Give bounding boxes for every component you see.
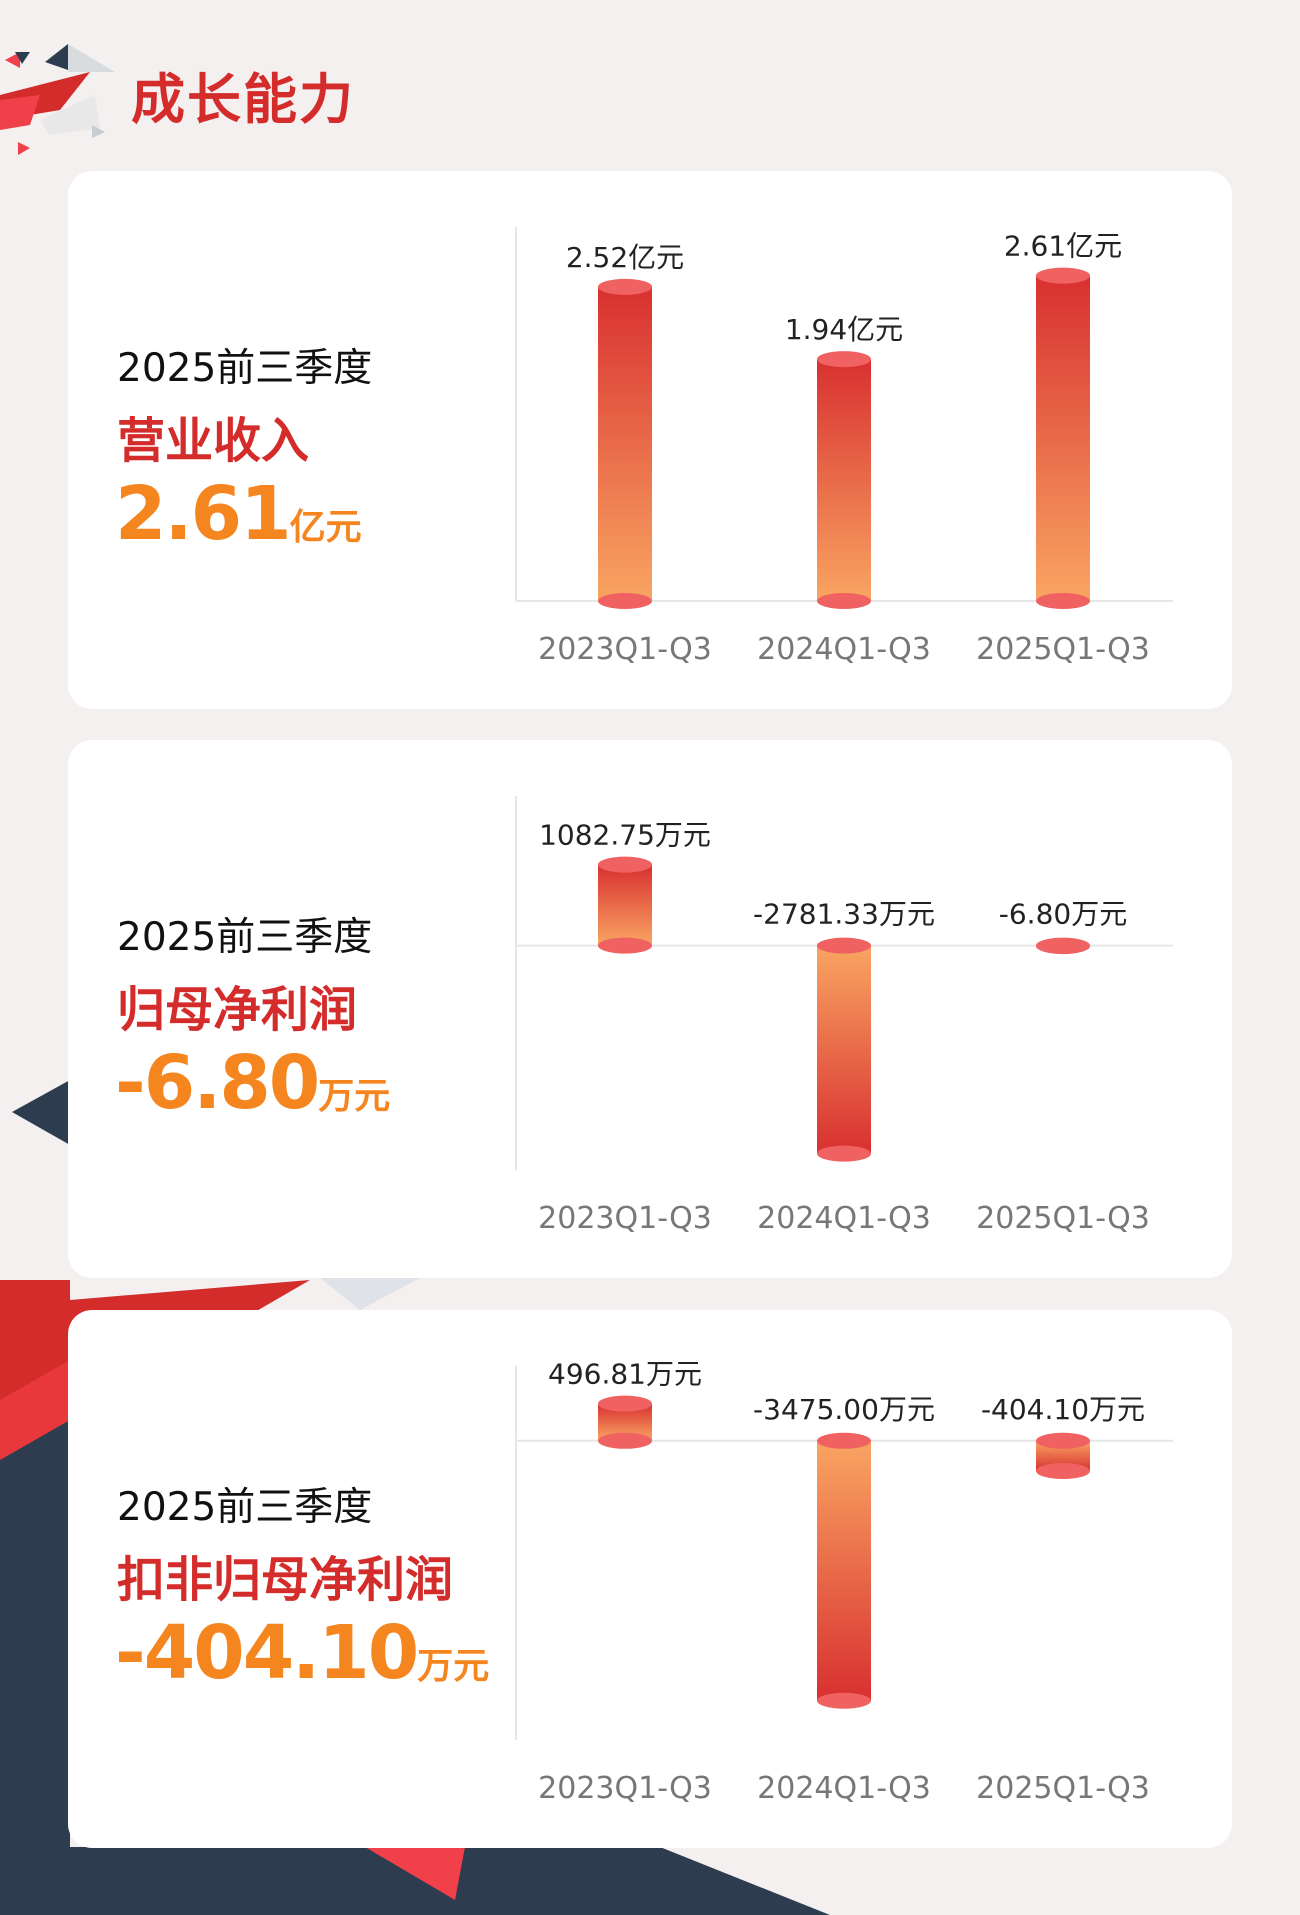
section-title: 成长能力	[131, 68, 355, 131]
revenue-chart: 2.52亿元 2023Q1-Q3 1.94亿元 2024Q1-Q3 2.61亿元 2025…	[515, 227, 1173, 667]
bar-end-cap	[817, 351, 871, 368]
net-profit-card: 2025前三季度 归母净利润 -6.80万元 1082.75万元 2023Q1-Q…	[68, 740, 1232, 1278]
bar-base-cap	[817, 937, 871, 954]
data-label: -404.10万元	[981, 1393, 1145, 1426]
bar-base-cap	[817, 593, 871, 609]
bar-base-cap	[598, 1432, 652, 1449]
metric-value: -6.80万元	[115, 1040, 391, 1126]
metric-name: 营业收入	[117, 413, 310, 469]
navy-block	[0, 1420, 830, 1915]
x-tick-label: 2025Q1-Q3	[976, 632, 1150, 667]
period-label: 2025前三季度	[117, 1485, 373, 1530]
bar-end-cap	[1036, 1463, 1090, 1480]
data-label: 496.81万元	[548, 1358, 702, 1391]
bar	[817, 359, 871, 601]
bar-end-cap	[817, 1692, 871, 1709]
revenue-card: 2025前三季度 营业收入 2.61亿元 2.52亿元 2023Q1-Q3 1.94…	[68, 171, 1232, 709]
metric-name: 归母净利润	[117, 982, 358, 1038]
x-tick-label: 2025Q1-Q3	[976, 1201, 1150, 1236]
metric-value: 2.61亿元	[115, 471, 362, 557]
bar	[1036, 275, 1090, 601]
header-logo-icon	[0, 44, 115, 155]
data-label: -2781.33万元	[753, 898, 935, 931]
navy-triangle-small	[12, 1080, 70, 1145]
deducted-net-profit-chart: 496.81万元 2023Q1-Q3 -3475.00万元 2024Q1-Q3 -404…	[515, 1358, 1173, 1806]
bar	[817, 945, 871, 1154]
x-tick-label: 2023Q1-Q3	[538, 632, 712, 667]
data-label: -6.80万元	[999, 898, 1127, 931]
data-label: 2.61亿元	[1004, 230, 1122, 263]
bar-base-cap	[1036, 593, 1090, 609]
data-label: 2.52亿元	[566, 241, 684, 274]
bar	[817, 1440, 871, 1701]
bar-end-cap	[598, 1395, 652, 1412]
bar-end-cap	[1036, 938, 1090, 955]
metric-name: 扣非归母净利润	[117, 1552, 454, 1608]
net-profit-chart: 1082.75万元 2023Q1-Q3 -2781.33万元 2024Q1-Q3 -6.…	[515, 796, 1173, 1236]
x-tick-label: 2024Q1-Q3	[757, 632, 931, 667]
deducted-net-profit-card: 2025前三季度 扣非归母净利润 -404.10万元 496.81万元 2023Q…	[68, 1310, 1232, 1848]
x-tick-label: 2023Q1-Q3	[538, 1201, 712, 1236]
period-label: 2025前三季度	[117, 346, 373, 391]
bar	[598, 864, 652, 946]
bar-end-cap	[1036, 267, 1090, 284]
bar-base-cap	[598, 937, 652, 954]
metric-value: -404.10万元	[115, 1610, 490, 1696]
bar-end-cap	[598, 278, 652, 295]
red-triangle-bottom	[365, 1847, 465, 1900]
data-label: 1.94亿元	[785, 313, 903, 346]
x-tick-label: 2025Q1-Q3	[976, 1771, 1150, 1806]
bar-end-cap	[817, 1145, 871, 1162]
bar-end-cap	[598, 856, 652, 873]
period-label: 2025前三季度	[117, 915, 373, 960]
data-label: -3475.00万元	[753, 1393, 935, 1426]
x-tick-label: 2024Q1-Q3	[757, 1771, 931, 1806]
data-label: 1082.75万元	[539, 819, 711, 852]
bar	[598, 286, 652, 601]
bar-base-cap	[598, 593, 652, 609]
gray-triangle	[320, 1278, 420, 1310]
x-tick-label: 2023Q1-Q3	[538, 1771, 712, 1806]
x-tick-label: 2024Q1-Q3	[757, 1201, 931, 1236]
bar-base-cap	[817, 1432, 871, 1449]
bar-base-cap	[1036, 1432, 1090, 1449]
